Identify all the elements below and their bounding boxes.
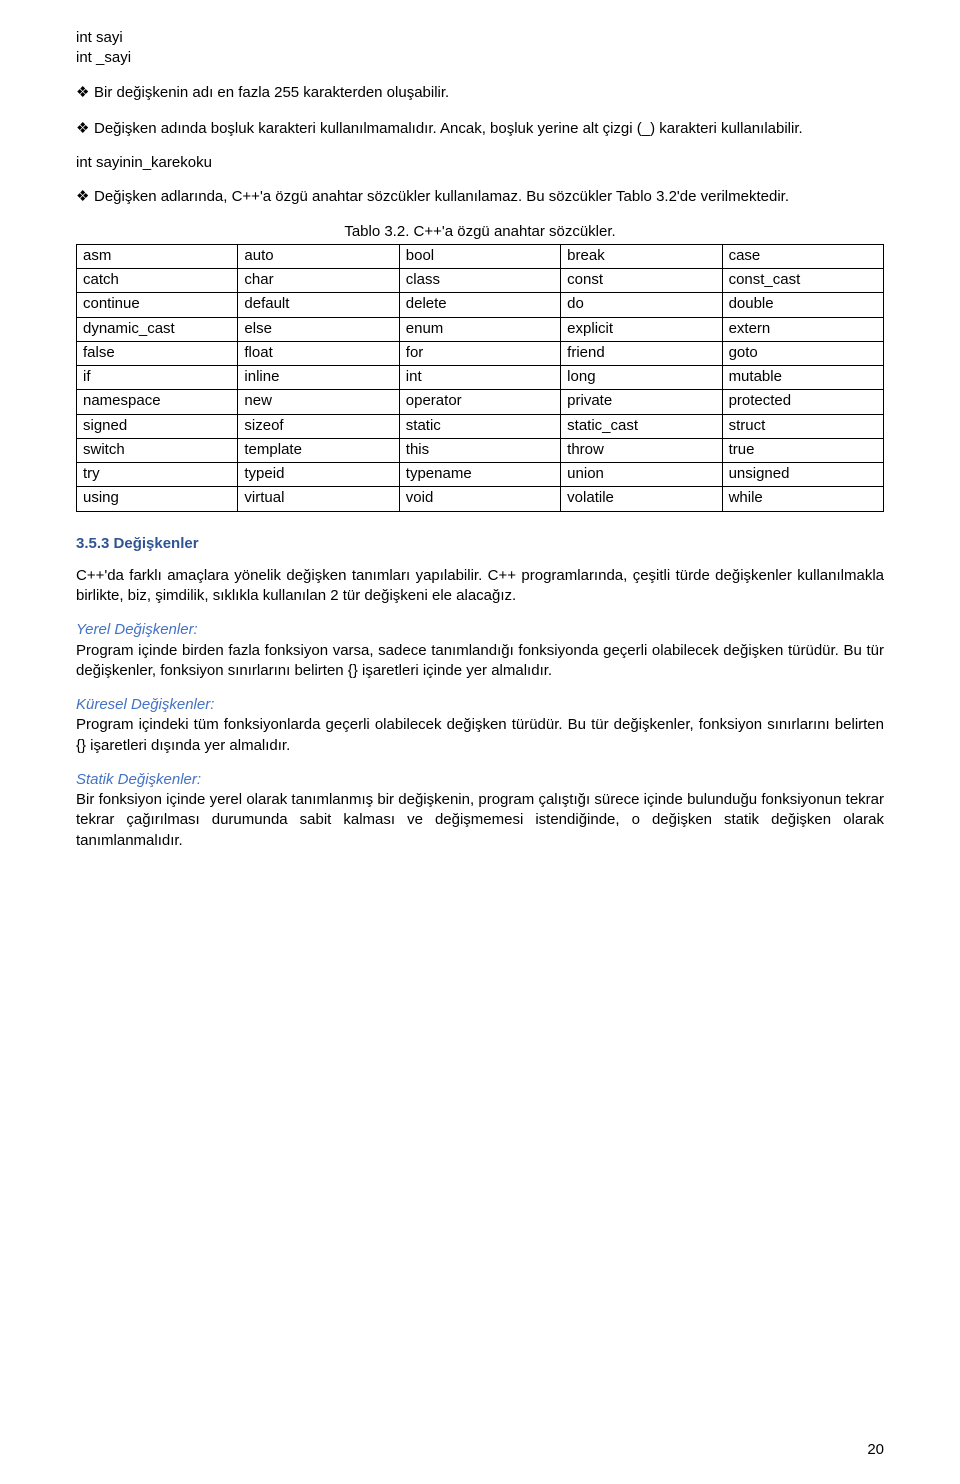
table-cell: asm [77, 244, 238, 268]
subsection-heading: Statik Değişkenler: [76, 770, 884, 790]
table-cell: bool [399, 244, 560, 268]
table-cell: double [722, 293, 883, 317]
table-cell: class [399, 269, 560, 293]
code-line: int sayinin_karekoku [76, 153, 884, 173]
table-cell: signed [77, 414, 238, 438]
table-cell: operator [399, 390, 560, 414]
table-row: trytypeidtypenameunionunsigned [77, 463, 884, 487]
table-cell: do [561, 293, 722, 317]
table-cell: void [399, 487, 560, 511]
table-cell: volatile [561, 487, 722, 511]
table-cell: throw [561, 438, 722, 462]
table-cell: protected [722, 390, 883, 414]
table-cell: new [238, 390, 399, 414]
table-row: dynamic_castelseenumexplicitextern [77, 317, 884, 341]
table-cell: break [561, 244, 722, 268]
table-cell: typeid [238, 463, 399, 487]
table-cell: struct [722, 414, 883, 438]
page-number: 20 [867, 1440, 884, 1460]
subsection-heading: Yerel Değişkenler: [76, 620, 884, 640]
table-cell: inline [238, 366, 399, 390]
page-container: int sayi int _sayi ❖ Bir değişkenin adı … [0, 0, 960, 1484]
bullet-text: Değişken adında boşluk karakteri kullanı… [94, 119, 884, 139]
diamond-bullet-icon: ❖ [76, 119, 94, 139]
table-cell: static_cast [561, 414, 722, 438]
table-cell: const [561, 269, 722, 293]
table-row: catchcharclassconstconst_cast [77, 269, 884, 293]
table-cell: union [561, 463, 722, 487]
table-cell: namespace [77, 390, 238, 414]
table-cell: sizeof [238, 414, 399, 438]
table-cell: template [238, 438, 399, 462]
table-row: usingvirtualvoidvolatilewhile [77, 487, 884, 511]
table-cell: char [238, 269, 399, 293]
table-cell: continue [77, 293, 238, 317]
table-cell: int [399, 366, 560, 390]
code-line: int _sayi [76, 48, 884, 68]
table-cell: false [77, 341, 238, 365]
table-cell: extern [722, 317, 883, 341]
diamond-bullet-icon: ❖ [76, 187, 94, 207]
table-cell: friend [561, 341, 722, 365]
table-cell: for [399, 341, 560, 365]
paragraph: Program içinde birden fazla fonksiyon va… [76, 641, 884, 682]
bullet-text: Değişken adlarında, C++'a özgü anahtar s… [94, 187, 884, 207]
table-cell: while [722, 487, 883, 511]
table-cell: unsigned [722, 463, 883, 487]
table-row: signedsizeofstaticstatic_caststruct [77, 414, 884, 438]
table-row: switchtemplatethisthrowtrue [77, 438, 884, 462]
bullet-list: ❖ Bir değişkenin adı en fazla 255 karakt… [76, 83, 884, 140]
table-cell: default [238, 293, 399, 317]
code-line: int sayi [76, 28, 884, 48]
bullet-list: ❖ Değişken adlarında, C++'a özgü anahtar… [76, 187, 884, 207]
table-cell: else [238, 317, 399, 341]
table-cell: dynamic_cast [77, 317, 238, 341]
bullet-item: ❖ Bir değişkenin adı en fazla 255 karakt… [76, 83, 884, 103]
table-cell: const_cast [722, 269, 883, 293]
table-cell: static [399, 414, 560, 438]
table-cell: float [238, 341, 399, 365]
table-cell: using [77, 487, 238, 511]
bullet-item: ❖ Değişken adında boşluk karakteri kulla… [76, 119, 884, 139]
section-heading: 3.5.3 Değişkenler [76, 534, 884, 554]
table-row: continuedefaultdeletedodouble [77, 293, 884, 317]
table-row: namespacenewoperatorprivateprotected [77, 390, 884, 414]
table-cell: this [399, 438, 560, 462]
paragraph: Bir fonksiyon içinde yerel olarak tanıml… [76, 790, 884, 851]
table-cell: case [722, 244, 883, 268]
table-row: falsefloatforfriendgoto [77, 341, 884, 365]
table-cell: try [77, 463, 238, 487]
diamond-bullet-icon: ❖ [76, 83, 94, 103]
table-cell: switch [77, 438, 238, 462]
subsection-heading: Küresel Değişkenler: [76, 695, 884, 715]
table-cell: explicit [561, 317, 722, 341]
table-cell: typename [399, 463, 560, 487]
table-caption: Tablo 3.2. C++'a özgü anahtar sözcükler. [76, 222, 884, 242]
paragraph: C++'da farklı amaçlara yönelik değişken … [76, 566, 884, 607]
keyword-table: asmautoboolbreakcasecatchcharclassconstc… [76, 244, 884, 512]
bullet-item: ❖ Değişken adlarında, C++'a özgü anahtar… [76, 187, 884, 207]
table-row: asmautoboolbreakcase [77, 244, 884, 268]
table-cell: true [722, 438, 883, 462]
table-cell: private [561, 390, 722, 414]
table-cell: if [77, 366, 238, 390]
table-cell: goto [722, 341, 883, 365]
table-cell: delete [399, 293, 560, 317]
table-cell: auto [238, 244, 399, 268]
table-cell: catch [77, 269, 238, 293]
table-cell: virtual [238, 487, 399, 511]
table-row: ifinlineintlongmutable [77, 366, 884, 390]
paragraph: Program içindeki tüm fonksiyonlarda geçe… [76, 715, 884, 756]
table-cell: enum [399, 317, 560, 341]
table-cell: long [561, 366, 722, 390]
table-cell: mutable [722, 366, 883, 390]
bullet-text: Bir değişkenin adı en fazla 255 karakter… [94, 83, 884, 103]
